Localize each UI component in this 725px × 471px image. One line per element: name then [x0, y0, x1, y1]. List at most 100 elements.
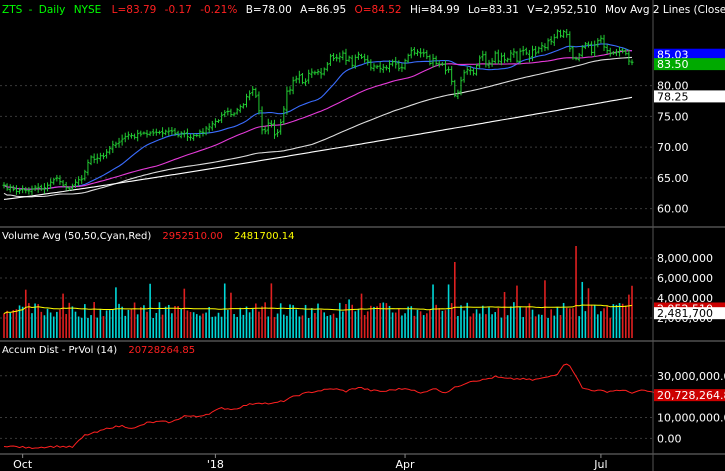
price-bars: [2, 29, 634, 195]
volume-bar: [363, 315, 366, 338]
volume-bar: [587, 288, 590, 338]
volume-bar: [522, 317, 524, 338]
volume-bar: [289, 304, 291, 338]
volume-bar: [597, 314, 599, 338]
volume-bar: [531, 309, 534, 338]
volume-average-line: [3, 304, 633, 314]
volume-bar: [167, 304, 170, 338]
header-change: -0.17: [165, 4, 192, 16]
volume-bar: [488, 307, 490, 338]
volume-bar: [338, 302, 341, 338]
volume-bar: [544, 280, 546, 338]
volume-bar: [205, 312, 207, 338]
volume-bar: [149, 283, 151, 338]
volume-bar: [227, 309, 229, 338]
accum-dist-line: [3, 363, 667, 450]
volume-bar: [34, 303, 36, 338]
volume-bar: [283, 314, 285, 338]
volume-bar: [475, 309, 478, 338]
moving-average-2: [3, 50, 632, 190]
volume-tick-label: 4,000,000: [657, 292, 713, 305]
volume-bar: [357, 308, 360, 338]
accum-dist-badge-box: [654, 389, 725, 402]
volume-bar: [136, 314, 139, 338]
volume-bar: [3, 313, 5, 338]
header-last: L=83.79: [112, 4, 157, 16]
volume-bar: [211, 316, 214, 338]
accum-dist-value: 20728264.85: [128, 345, 195, 356]
volume-bar: [236, 316, 238, 338]
volume-bar: [559, 315, 562, 338]
volume-bar: [376, 306, 378, 338]
volume-bar: [541, 314, 543, 338]
volume-bar: [615, 304, 618, 338]
volume-bar: [466, 302, 469, 338]
volume-bar: [65, 314, 67, 338]
volume-bars: [3, 246, 633, 338]
volume-bar: [326, 316, 329, 338]
volume-bar: [506, 315, 509, 338]
price-tick-label: 75.00: [657, 110, 689, 123]
volume-value: 2952510.00: [162, 231, 222, 242]
volume-bar: [460, 305, 462, 338]
volume-bar: [621, 303, 624, 338]
accum-dist-header: Accum Dist - PrVol (14) 20728264.85: [2, 345, 195, 356]
price-badge-box: [654, 58, 725, 71]
volume-bar: [223, 283, 226, 338]
volume-bar: [441, 310, 444, 338]
volume-bar: [401, 315, 403, 338]
header-exchange: NYSE: [74, 4, 102, 16]
volume-bar: [407, 306, 409, 338]
volume-bar: [15, 309, 18, 338]
volume-bar: [242, 314, 245, 338]
volume-bar: [463, 310, 465, 338]
volume-bar: [606, 305, 608, 338]
volume-bar: [161, 314, 164, 338]
volume-bar: [600, 311, 602, 338]
date-tick-label: Jul: [593, 458, 607, 471]
volume-bar: [572, 308, 574, 338]
volume-bar: [24, 289, 27, 338]
volume-bar: [183, 288, 186, 338]
volume-bar: [513, 302, 515, 338]
volume-bar: [301, 315, 304, 338]
volume-bar: [469, 316, 472, 338]
volume-bar: [366, 311, 369, 338]
volume-bar: [429, 309, 431, 338]
volume-bar: [453, 262, 456, 338]
volume-avg-value: 2481700.14: [234, 231, 294, 242]
accum-dist-tick-label: 10,000,000.00: [657, 412, 725, 425]
volume-bar: [174, 305, 176, 338]
volume-bar: [264, 302, 266, 338]
header-study: Mov Avg 2 Lines (Close,:: [605, 4, 725, 16]
volume-bar: [565, 307, 568, 338]
header-bid: B=78.00: [246, 4, 292, 16]
volume-tick-label: 6,000,000: [657, 272, 713, 285]
volume-bar: [292, 305, 294, 338]
volume-bar: [618, 303, 621, 338]
accum-dist-panel: 0.00 10,000,000.00 30,000,000.00 20,728,26…: [0, 345, 725, 450]
volume-bar: [491, 314, 493, 338]
volume-bar: [46, 308, 49, 338]
volume-bar: [497, 308, 500, 338]
volume-bar: [388, 305, 391, 338]
date-axis: Oct '18 Apr Jul: [13, 454, 608, 471]
volume-bar: [239, 307, 242, 338]
volume-bar: [382, 302, 385, 338]
volume-bar: [391, 312, 394, 338]
volume-gridlines: [0, 257, 653, 319]
volume-bar: [133, 302, 136, 338]
volume-bar: [9, 312, 12, 338]
accum-dist-label: Accum Dist - PrVol (14): [2, 345, 117, 356]
volume-bar: [628, 294, 630, 338]
volume-bar: [519, 306, 521, 338]
price-tick-label: 70.00: [657, 141, 689, 154]
volume-bar: [438, 308, 441, 338]
volume-bar: [127, 309, 130, 338]
volume-bar: [71, 306, 74, 338]
volume-bar: [457, 316, 459, 338]
volume-bar: [214, 316, 217, 338]
